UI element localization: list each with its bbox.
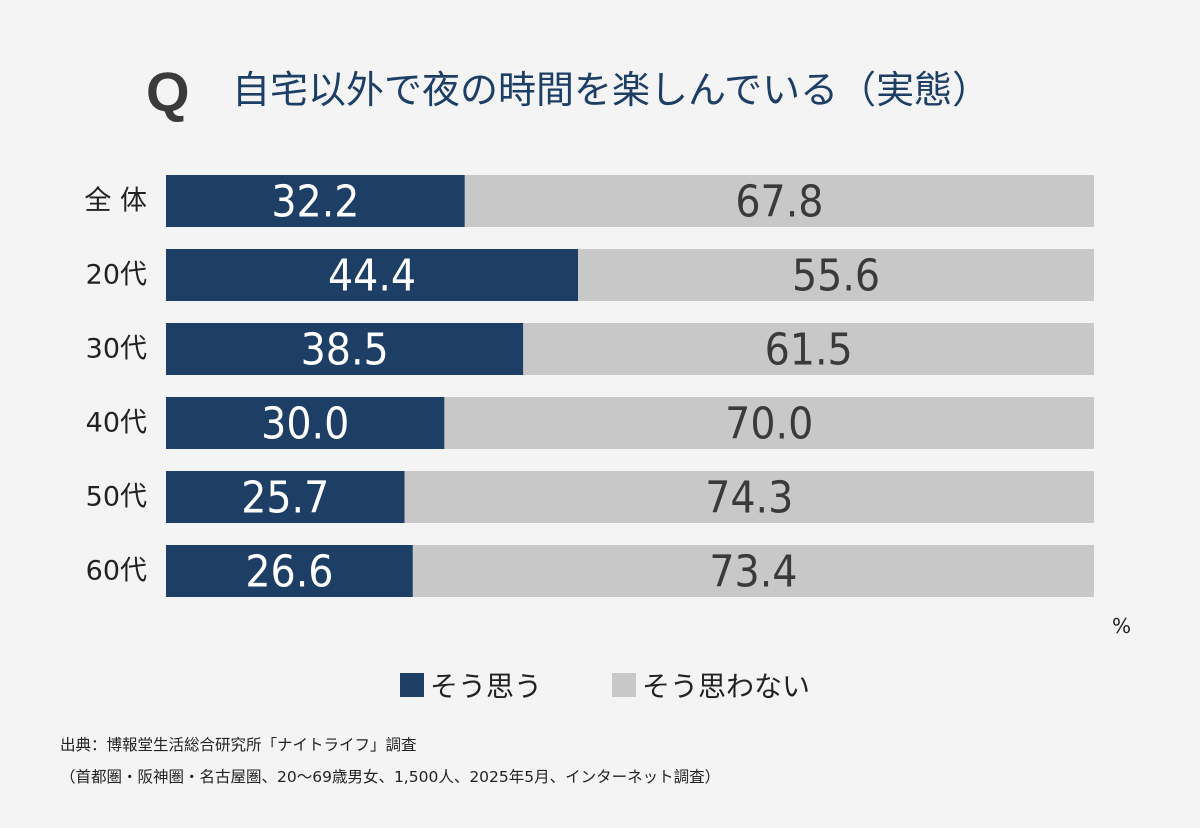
data-label-disagree: 74.3 [705,473,793,524]
source-details: （首都圏・阪神圏・名古屋圏、20～69歳男女、1,500人、2025年5月、イン… [60,768,721,786]
unit-label: % [1112,614,1132,638]
bar-segment-disagree [523,323,1094,375]
data-label-agree: 32.2 [271,177,359,228]
data-label-disagree: 73.4 [709,547,797,598]
data-label-agree: 26.6 [245,547,333,598]
legend-label-disagree: そう思わない [642,670,811,703]
data-label-agree: 30.0 [261,399,349,450]
category-label: 30代 [86,334,147,365]
bar-segment-disagree [404,471,1095,523]
chart-title: 自宅以外で夜の時間を楽しんでいる（実態） [232,68,991,112]
data-label-agree: 25.7 [241,473,329,524]
data-label-disagree: 67.8 [735,177,823,228]
legend-label-agree: そう思う [430,670,543,703]
legend-swatch-agree [400,673,424,697]
data-label-disagree: 61.5 [765,325,853,376]
source-note: 出典：博報堂生活総合研究所「ナイトライフ」調査 [60,736,417,754]
legend-item-disagree: そう思わない [612,665,810,705]
category-label: 40代 [86,408,147,439]
data-label-disagree: 70.0 [725,399,813,450]
legend-item-agree: そう思う [400,665,542,705]
category-label: 20代 [86,260,147,291]
data-label-agree: 44.4 [328,251,416,302]
data-label-disagree: 55.6 [792,251,880,302]
legend-swatch-disagree [612,673,637,697]
bar-segment-disagree [444,397,1094,449]
bar-segment-disagree [412,545,1094,597]
category-label: 全 体 [84,186,147,217]
bar-segment-disagree [464,175,1094,227]
bar-segment-agree [166,175,465,227]
category-label: 60代 [86,556,147,587]
legend: そう思う そう思わない [400,665,810,705]
bar-segment-disagree [578,249,1094,301]
bar-segment-agree [166,323,524,375]
data-label-agree: 38.5 [301,325,389,376]
bar-segment-agree [166,471,405,523]
bar-segment-agree [166,397,445,449]
category-label: 50代 [86,482,147,513]
bar-segment-agree [166,249,579,301]
question-mark: Q [146,60,190,123]
bar-segment-agree [166,545,413,597]
